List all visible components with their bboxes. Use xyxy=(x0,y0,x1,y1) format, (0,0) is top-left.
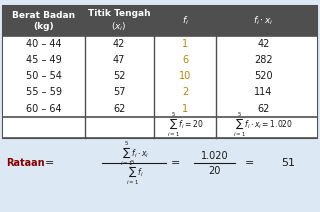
Text: 2: 2 xyxy=(182,87,188,98)
Text: 50 – 54: 50 – 54 xyxy=(26,71,62,81)
Text: 55 – 59: 55 – 59 xyxy=(26,87,62,98)
Text: $\sum_{i=1}^{5} f_i = 20$: $\sum_{i=1}^{5} f_i = 20$ xyxy=(167,111,203,139)
Text: 57: 57 xyxy=(113,87,125,98)
Text: 10: 10 xyxy=(179,71,191,81)
Bar xyxy=(3,52,317,68)
Text: =: = xyxy=(45,158,54,168)
Text: 282: 282 xyxy=(254,55,273,65)
Text: 40 – 44: 40 – 44 xyxy=(26,39,62,49)
Text: Rataan: Rataan xyxy=(6,158,45,168)
Text: 45 – 49: 45 – 49 xyxy=(26,55,62,65)
Text: 42: 42 xyxy=(257,39,270,49)
Text: =: = xyxy=(245,158,254,168)
Text: $f_i$: $f_i$ xyxy=(182,15,188,27)
Text: 1: 1 xyxy=(182,39,188,49)
Bar xyxy=(3,68,317,84)
Text: 62: 62 xyxy=(257,103,270,114)
Text: Berat Badan
(kg): Berat Badan (kg) xyxy=(12,11,76,31)
Text: 52: 52 xyxy=(113,71,125,81)
Text: 62: 62 xyxy=(113,103,125,114)
Text: 51: 51 xyxy=(281,158,295,168)
Text: 1: 1 xyxy=(182,103,188,114)
Text: $f_i \cdot x_i$: $f_i \cdot x_i$ xyxy=(253,15,274,27)
Text: 20: 20 xyxy=(208,166,220,176)
Bar xyxy=(3,84,317,100)
Text: $\sum_{i=1}^{5} f_i \cdot x_i = 1.020$: $\sum_{i=1}^{5} f_i \cdot x_i = 1.020$ xyxy=(233,111,293,139)
Text: Titik Tengah
$(x_i)$: Titik Tengah $(x_i)$ xyxy=(88,9,150,33)
Text: $\sum_{i=1}^{5} f_i \cdot x_i$: $\sum_{i=1}^{5} f_i \cdot x_i$ xyxy=(120,139,149,168)
Text: 6: 6 xyxy=(182,55,188,65)
Text: $\sum_{i=1}^{5} f_i$: $\sum_{i=1}^{5} f_i$ xyxy=(126,158,143,187)
Text: 520: 520 xyxy=(254,71,273,81)
Bar xyxy=(3,36,317,52)
Text: 114: 114 xyxy=(254,87,273,98)
Text: =: = xyxy=(171,158,181,168)
Text: 1.020: 1.020 xyxy=(201,151,228,161)
Text: 42: 42 xyxy=(113,39,125,49)
Bar xyxy=(3,100,317,117)
Text: 60 – 64: 60 – 64 xyxy=(26,103,62,114)
Text: 47: 47 xyxy=(113,55,125,65)
